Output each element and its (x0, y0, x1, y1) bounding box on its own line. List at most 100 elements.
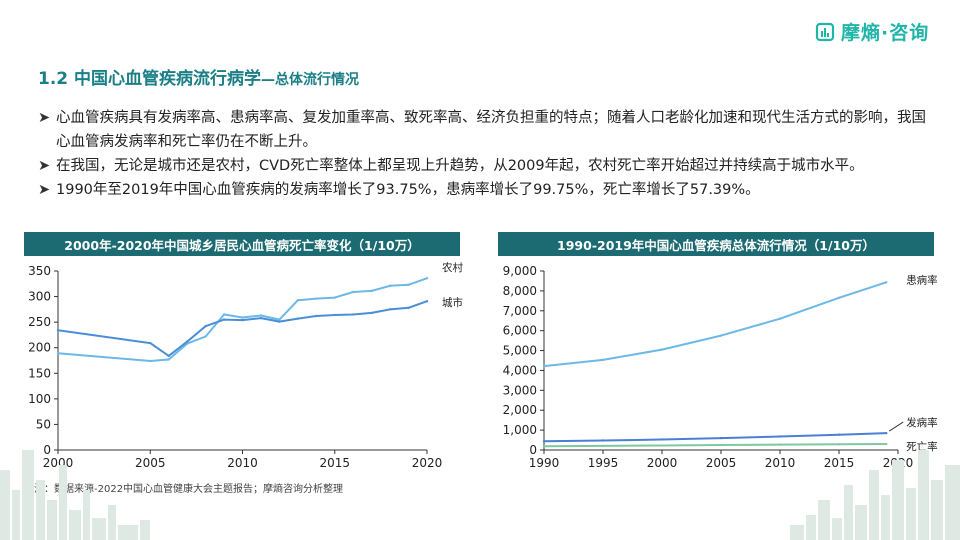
series-label-leader (888, 421, 904, 432)
series-label: 患病率 (906, 273, 938, 286)
series-point (885, 442, 888, 446)
series-point (352, 290, 355, 294)
skyline-decoration (790, 450, 960, 540)
series-line-0 (543, 281, 887, 368)
series-point (149, 341, 152, 345)
x-tick-label: 2005 (135, 456, 166, 470)
series-point (407, 283, 410, 287)
page-title-sub: —总体流行情况 (261, 72, 360, 88)
bullet-text: 1990年至2019年中国心血管疾病的发病率增长了93.75%，患病率增长了99… (56, 182, 760, 198)
brand-mark-icon (815, 22, 835, 41)
series-point (259, 316, 263, 320)
x-tick-label: 2010 (765, 456, 796, 470)
brand-logo: 摩熵·咨询 (815, 18, 929, 45)
series-point (185, 340, 189, 343)
y-tick-label: 4,000 (503, 363, 537, 377)
y-tick-label: 0 (43, 443, 51, 457)
y-tick-label: 200 (28, 341, 51, 355)
x-tick-label: 2000 (647, 456, 678, 470)
page-title-main: 1.2 中国心血管疾病流行病学 (38, 69, 262, 89)
series-point (167, 354, 170, 358)
series-point (601, 358, 605, 362)
bullet-list: ➤ 心血管疾病具有发病率高、患病率高、复发加重率高、致死率高、经济负担重的特点；… (38, 106, 938, 202)
y-tick-label: 150 (28, 366, 51, 380)
series-point (660, 438, 664, 441)
series-point (660, 348, 664, 351)
y-tick-label: 3,000 (503, 383, 537, 397)
series-point (370, 289, 373, 293)
x-tick-label: 2015 (319, 456, 350, 470)
brand-name: 摩熵·咨询 (841, 22, 930, 44)
series-point (778, 317, 782, 320)
bullet-arrow-icon: ➤ (38, 158, 51, 174)
series-point (296, 298, 300, 302)
y-tick-label: 9,000 (503, 264, 537, 278)
x-tick-label: 2005 (706, 456, 737, 470)
series-point (333, 313, 336, 317)
series-point (370, 311, 373, 315)
series-point (601, 444, 605, 448)
series-point (719, 443, 723, 447)
series-point (204, 325, 207, 328)
series-point (278, 318, 281, 321)
series-label: 农村 (442, 261, 463, 274)
series-point (204, 335, 207, 338)
series-point (278, 320, 281, 323)
y-tick-label: 100 (28, 392, 51, 406)
bullet-arrow-icon: ➤ (38, 182, 51, 198)
y-tick-label: 250 (28, 315, 51, 329)
series-point (56, 352, 60, 355)
series-point (149, 359, 152, 363)
source-note: 注：数据来源-2022中国心血管健康大会主题报告；摩熵咨询分析整理 (34, 484, 344, 495)
series-point (542, 445, 546, 448)
x-tick-label: 2015 (824, 456, 855, 470)
series-point (407, 306, 410, 310)
bullet-arrow-icon: ➤ (38, 110, 51, 126)
series-point (778, 443, 782, 446)
y-tick-label: 7,000 (503, 304, 537, 318)
series-point (837, 433, 841, 436)
series-point (259, 314, 263, 317)
x-tick-label: 1995 (588, 456, 619, 470)
y-tick-label: 6,000 (503, 324, 537, 338)
series-point (425, 276, 429, 280)
bullet-item: ➤ 1990年至2019年中国心血管疾病的发病率增长了93.75%，患病率增长了… (38, 178, 938, 202)
series-point (542, 440, 546, 443)
series-point (241, 316, 244, 319)
series-label: 死亡率 (906, 440, 938, 453)
series-point (719, 436, 723, 440)
series-point (315, 314, 318, 318)
series-point (601, 439, 605, 442)
series-point (388, 284, 392, 288)
series-point (885, 431, 888, 435)
series-point (296, 317, 300, 320)
bullet-text: 心血管疾病具有发病率高、患病率高、复发加重率高、致死率高、经济负担重的特点；随着… (56, 110, 926, 150)
series-point (885, 281, 888, 284)
bullet-item: ➤ 在我国，无论是城市还是农村，CVD死亡率整体上都呈现上升趋势，从2009年起… (38, 154, 938, 178)
y-tick-label: 2,000 (503, 403, 537, 417)
series-label: 发病率 (906, 416, 938, 429)
y-tick-label: 5,000 (503, 344, 537, 358)
series-line-1 (57, 300, 428, 357)
x-tick-label: 2020 (412, 456, 443, 470)
y-tick-label: 8,000 (503, 284, 537, 298)
series-point (660, 444, 664, 447)
series-point (352, 313, 355, 316)
series-point (837, 296, 841, 300)
bullet-text: 在我国，无论是城市还是农村，CVD死亡率整体上都呈现上升趋势，从2009年起，农… (56, 158, 864, 174)
series-point (425, 299, 429, 303)
cvd-prevalence-chart: 0 1,000 2,000 3,000 4,000 5,000 6,000 7,000 8,00… (503, 264, 938, 470)
series-point (719, 334, 723, 337)
y-tick-label: 50 (36, 417, 51, 431)
skyline-decoration (0, 450, 150, 540)
chart-left-title: 2000年-2020年中国城乡居民心血管病死亡率变化（1/10万） (24, 232, 460, 256)
series-label: 城市 (442, 296, 463, 309)
series-point (542, 364, 546, 368)
series-point (167, 358, 170, 361)
series-point (388, 308, 392, 311)
series-point (778, 435, 782, 438)
series-point (837, 443, 841, 446)
page-title: 1.2 中国心血管疾病流行病学—总体流行情况 (38, 64, 359, 89)
series-point (333, 296, 336, 299)
